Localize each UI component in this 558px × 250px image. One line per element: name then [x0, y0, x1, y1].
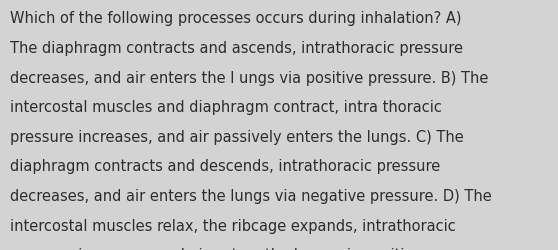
- Text: The diaphragm contracts and ascends, intrathoracic pressure: The diaphragm contracts and ascends, int…: [10, 41, 463, 56]
- Text: intercostal muscles relax, the ribcage expands, intrathoracic: intercostal muscles relax, the ribcage e…: [10, 218, 456, 233]
- Text: Which of the following processes occurs during inhalation? A): Which of the following processes occurs …: [10, 11, 461, 26]
- Text: decreases, and air enters the lungs via negative pressure. D) The: decreases, and air enters the lungs via …: [10, 188, 492, 203]
- Text: pressure increases, and air passively enters the lungs. C) The: pressure increases, and air passively en…: [10, 129, 464, 144]
- Text: pressure increases, and air enters the lungs via positive: pressure increases, and air enters the l…: [10, 247, 422, 250]
- Text: decreases, and air enters the l ungs via positive pressure. B) The: decreases, and air enters the l ungs via…: [10, 70, 488, 85]
- Text: intercostal muscles and diaphragm contract, intra thoracic: intercostal muscles and diaphragm contra…: [10, 100, 442, 115]
- Text: diaphragm contracts and descends, intrathoracic pressure: diaphragm contracts and descends, intrat…: [10, 159, 440, 174]
